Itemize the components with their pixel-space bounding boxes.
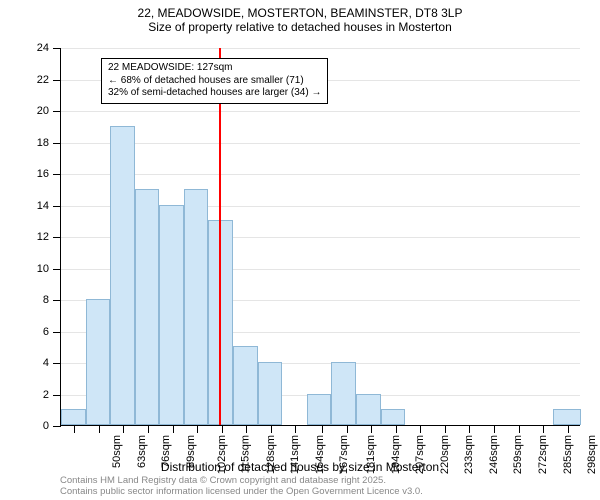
x-tick xyxy=(347,425,348,433)
x-axis-label: Distribution of detached houses by size … xyxy=(161,460,439,474)
y-tick xyxy=(53,237,61,238)
gridline xyxy=(61,111,580,112)
gridline xyxy=(61,48,580,49)
annotation-line1: 22 MEADOWSIDE: 127sqm xyxy=(108,62,321,75)
y-tick-label: 16 xyxy=(37,168,49,180)
histogram-bar xyxy=(159,205,184,426)
x-tick xyxy=(271,425,272,433)
footer-line2: Contains public sector information licen… xyxy=(60,487,580,498)
chart-area: 02468101214161820222450sqm63sqm76sqm89sq… xyxy=(60,48,580,426)
x-tick xyxy=(445,425,446,433)
histogram-bar xyxy=(135,189,160,425)
y-tick-label: 0 xyxy=(43,420,49,432)
y-tick-label: 24 xyxy=(37,42,49,54)
y-tick xyxy=(53,174,61,175)
histogram-bar xyxy=(331,362,356,425)
histogram-bar xyxy=(233,346,258,425)
histogram-bar xyxy=(61,409,86,425)
histogram-bar xyxy=(258,362,283,425)
gridline xyxy=(61,143,580,144)
y-tick-label: 8 xyxy=(43,294,49,306)
y-tick-label: 2 xyxy=(43,389,49,401)
y-tick-label: 4 xyxy=(43,357,49,369)
footer-attribution: Contains HM Land Registry data © Crown c… xyxy=(60,476,580,498)
x-tick xyxy=(148,425,149,433)
y-tick-label: 10 xyxy=(37,263,49,275)
x-tick xyxy=(123,425,124,433)
y-tick xyxy=(53,300,61,301)
x-tick xyxy=(197,425,198,433)
x-tick xyxy=(222,425,223,433)
y-tick xyxy=(53,395,61,396)
x-tick-label: 246sqm xyxy=(488,435,500,474)
histogram-bar xyxy=(86,299,111,425)
x-tick-label: 233sqm xyxy=(463,435,475,474)
x-tick xyxy=(99,425,100,433)
y-tick xyxy=(53,143,61,144)
x-tick xyxy=(469,425,470,433)
y-tick xyxy=(53,269,61,270)
annotation-line3: 32% of semi-detached houses are larger (… xyxy=(108,87,321,100)
y-tick xyxy=(53,111,61,112)
annotation-line2: ← 68% of detached houses are smaller (71… xyxy=(108,75,321,88)
x-tick-label: 50sqm xyxy=(111,435,123,468)
y-tick xyxy=(53,48,61,49)
histogram-bar xyxy=(110,126,135,425)
x-tick xyxy=(246,425,247,433)
histogram-bar xyxy=(356,394,381,426)
x-tick-label: 220sqm xyxy=(439,435,451,474)
y-tick-label: 18 xyxy=(37,137,49,149)
x-tick xyxy=(173,425,174,433)
histogram-bar xyxy=(381,409,406,425)
x-tick-label: 272sqm xyxy=(537,435,549,474)
y-tick xyxy=(53,206,61,207)
x-tick xyxy=(568,425,569,433)
x-tick-label: 298sqm xyxy=(586,435,598,474)
y-tick-label: 6 xyxy=(43,326,49,338)
x-tick-label: 285sqm xyxy=(562,435,574,474)
x-tick xyxy=(396,425,397,433)
histogram-bar xyxy=(307,394,332,426)
reference-line xyxy=(219,48,221,425)
y-tick-label: 14 xyxy=(37,200,49,212)
y-tick xyxy=(53,426,61,427)
x-tick xyxy=(494,425,495,433)
annotation-box: 22 MEADOWSIDE: 127sqm← 68% of detached h… xyxy=(101,58,328,104)
x-tick xyxy=(295,425,296,433)
x-tick xyxy=(74,425,75,433)
plot-region: 02468101214161820222450sqm63sqm76sqm89sq… xyxy=(60,48,580,426)
histogram-bar xyxy=(184,189,209,425)
x-tick-label: 259sqm xyxy=(513,435,525,474)
x-tick xyxy=(322,425,323,433)
y-tick xyxy=(53,80,61,81)
gridline xyxy=(61,174,580,175)
x-tick xyxy=(371,425,372,433)
chart-title-line1: 22, MEADOWSIDE, MOSTERTON, BEAMINSTER, D… xyxy=(0,6,600,20)
y-tick-label: 20 xyxy=(37,105,49,117)
x-tick xyxy=(420,425,421,433)
x-tick-label: 63sqm xyxy=(136,435,148,468)
x-tick xyxy=(543,425,544,433)
x-tick xyxy=(519,425,520,433)
chart-title-line2: Size of property relative to detached ho… xyxy=(0,20,600,34)
y-tick xyxy=(53,332,61,333)
histogram-bar xyxy=(553,409,581,425)
chart-title-block: 22, MEADOWSIDE, MOSTERTON, BEAMINSTER, D… xyxy=(0,0,600,35)
y-tick-label: 22 xyxy=(37,74,49,86)
y-tick-label: 12 xyxy=(37,231,49,243)
y-tick xyxy=(53,363,61,364)
